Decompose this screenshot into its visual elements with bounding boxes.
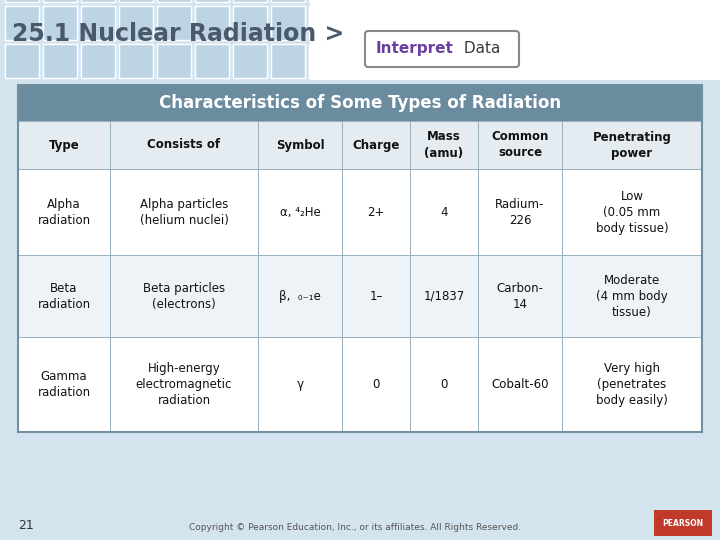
- Bar: [410, 337, 478, 432]
- Bar: [410, 255, 478, 337]
- Bar: [18, 85, 702, 432]
- Bar: [233, 0, 267, 2]
- Bar: [258, 255, 342, 337]
- Bar: [258, 337, 342, 432]
- Bar: [478, 169, 562, 255]
- Text: Alpha particles
(helium nuclei): Alpha particles (helium nuclei): [140, 198, 228, 227]
- Text: Data: Data: [459, 41, 500, 56]
- Text: Low
(0.05 mm
body tissue): Low (0.05 mm body tissue): [595, 190, 668, 234]
- Bar: [119, 44, 153, 78]
- FancyBboxPatch shape: [365, 31, 519, 67]
- Text: 0: 0: [441, 378, 448, 391]
- Text: Symbol: Symbol: [276, 138, 324, 152]
- Text: Beta particles
(electrons): Beta particles (electrons): [143, 282, 225, 310]
- Bar: [157, 6, 191, 40]
- Bar: [310, 0, 720, 80]
- Bar: [195, 44, 229, 78]
- Text: Penetrating
power: Penetrating power: [593, 131, 672, 159]
- Bar: [18, 255, 110, 337]
- Bar: [81, 6, 115, 40]
- Bar: [309, 44, 343, 78]
- Text: γ: γ: [297, 378, 304, 391]
- Text: Radium-
226: Radium- 226: [495, 198, 545, 227]
- Bar: [342, 337, 410, 432]
- Bar: [5, 6, 39, 40]
- Text: Mass
(amu): Mass (amu): [424, 131, 464, 159]
- Text: Moderate
(4 mm body
tissue): Moderate (4 mm body tissue): [596, 274, 668, 319]
- Bar: [43, 0, 77, 2]
- Bar: [119, 0, 153, 2]
- Bar: [342, 255, 410, 337]
- Bar: [81, 0, 115, 2]
- Text: Charge: Charge: [352, 138, 400, 152]
- Bar: [18, 85, 702, 121]
- Bar: [478, 337, 562, 432]
- Text: 1–: 1–: [369, 289, 383, 303]
- Bar: [157, 44, 191, 78]
- Bar: [478, 121, 562, 169]
- Bar: [342, 169, 410, 255]
- Bar: [18, 337, 110, 432]
- Bar: [110, 169, 258, 255]
- Text: Copyright © Pearson Education, Inc., or its affiliates. All Rights Reserved.: Copyright © Pearson Education, Inc., or …: [189, 523, 521, 532]
- Bar: [654, 510, 712, 536]
- Bar: [478, 255, 562, 337]
- Bar: [195, 0, 229, 2]
- Text: 2+: 2+: [367, 206, 384, 219]
- Bar: [342, 121, 410, 169]
- Text: Common
source: Common source: [491, 131, 549, 159]
- Text: Interpret: Interpret: [376, 41, 454, 56]
- Text: Alpha
radiation: Alpha radiation: [37, 198, 91, 227]
- Text: Consists of: Consists of: [148, 138, 220, 152]
- Text: 0: 0: [372, 378, 379, 391]
- Bar: [110, 337, 258, 432]
- Bar: [5, 44, 39, 78]
- Bar: [157, 0, 191, 2]
- Bar: [43, 6, 77, 40]
- Text: Type: Type: [49, 138, 79, 152]
- Text: 4: 4: [440, 206, 448, 219]
- Text: 25.1 Nuclear Radiation >: 25.1 Nuclear Radiation >: [12, 22, 344, 46]
- Bar: [271, 44, 305, 78]
- Text: 1/1837: 1/1837: [423, 289, 464, 303]
- Bar: [258, 121, 342, 169]
- Bar: [119, 6, 153, 40]
- Text: 21: 21: [18, 519, 34, 532]
- Text: Gamma
radiation: Gamma radiation: [37, 370, 91, 399]
- Bar: [410, 169, 478, 255]
- Bar: [562, 169, 702, 255]
- Bar: [410, 121, 478, 169]
- Text: Beta
radiation: Beta radiation: [37, 282, 91, 310]
- Text: β,  ₀₋₁e: β, ₀₋₁e: [279, 289, 321, 303]
- Bar: [309, 0, 343, 2]
- Bar: [233, 44, 267, 78]
- Bar: [233, 6, 267, 40]
- Bar: [562, 255, 702, 337]
- Bar: [271, 6, 305, 40]
- Bar: [18, 121, 110, 169]
- Bar: [43, 44, 77, 78]
- Bar: [271, 0, 305, 2]
- Bar: [562, 337, 702, 432]
- Bar: [5, 0, 39, 2]
- Text: Carbon-
14: Carbon- 14: [497, 282, 544, 310]
- Bar: [562, 121, 702, 169]
- Text: Characteristics of Some Types of Radiation: Characteristics of Some Types of Radiati…: [159, 94, 561, 112]
- Text: Cobalt-60: Cobalt-60: [491, 378, 549, 391]
- Text: High-energy
electromagnetic
radiation: High-energy electromagnetic radiation: [136, 362, 232, 407]
- Text: α, ⁴₂He: α, ⁴₂He: [279, 206, 320, 219]
- Bar: [195, 6, 229, 40]
- Bar: [18, 169, 110, 255]
- Text: Very high
(penetrates
body easily): Very high (penetrates body easily): [596, 362, 668, 407]
- Text: PEARSON: PEARSON: [662, 518, 703, 528]
- Bar: [110, 121, 258, 169]
- Bar: [110, 255, 258, 337]
- Bar: [309, 6, 343, 40]
- Bar: [258, 169, 342, 255]
- Bar: [81, 44, 115, 78]
